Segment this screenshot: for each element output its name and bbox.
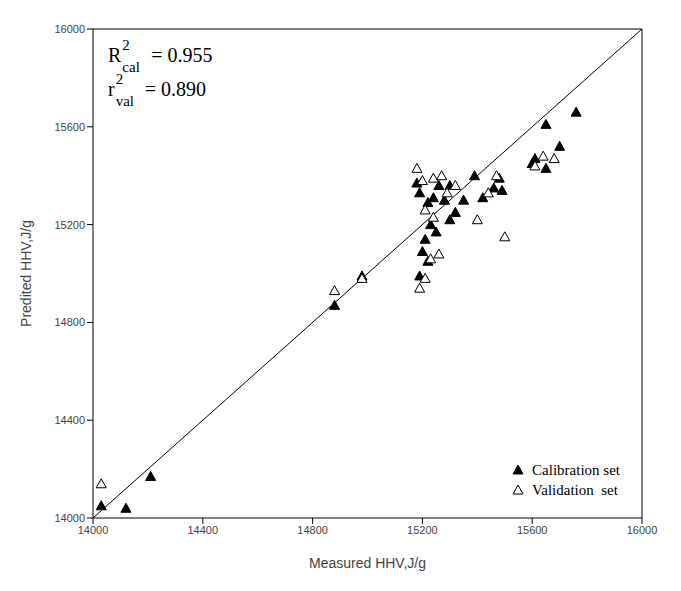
svg-text:15200: 15200 (407, 524, 438, 536)
svg-text:14400: 14400 (188, 524, 219, 536)
html-text:Validation set: Validation set (532, 482, 618, 498)
svg-text:14000: 14000 (78, 524, 109, 536)
html-text:Calibration set: Calibration set (532, 462, 620, 478)
svg-text:14400: 14400 (54, 414, 85, 426)
html-text:= 0.955: = 0.955 (151, 44, 213, 66)
svg-text:15200: 15200 (54, 219, 85, 231)
svg-text:16000: 16000 (54, 23, 85, 35)
html-text:r2: r2 (108, 71, 124, 100)
svg-text:16000: 16000 (627, 524, 658, 536)
svg-text:Predited HHV,J/g: Predited HHV,J/g (18, 220, 34, 327)
svg-text:14000: 14000 (54, 512, 85, 524)
html-text:cal: cal (122, 59, 140, 75)
svg-text:15600: 15600 (54, 121, 85, 133)
svg-text:Measured HHV,J/g: Measured HHV,J/g (309, 555, 426, 571)
html-text:= 0.890: = 0.890 (144, 78, 206, 100)
svg-text:15600: 15600 (517, 524, 548, 536)
html-text:val: val (115, 93, 134, 109)
html-text:R2: R2 (108, 37, 130, 66)
svg-text:14800: 14800 (297, 524, 328, 536)
svg-text:14800: 14800 (54, 316, 85, 328)
